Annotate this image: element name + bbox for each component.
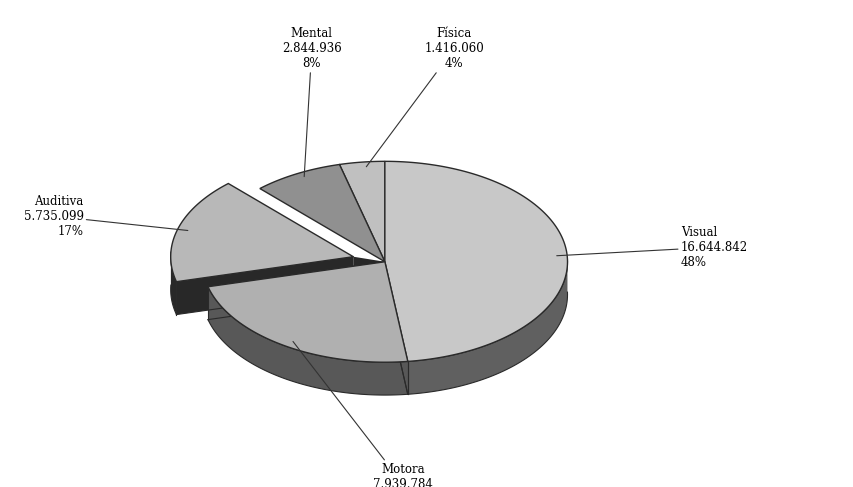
Polygon shape — [407, 259, 567, 394]
Polygon shape — [385, 161, 567, 361]
Polygon shape — [208, 262, 407, 362]
Polygon shape — [353, 257, 385, 295]
Text: Motora
7.939.784
23%: Motora 7.939.784 23% — [293, 341, 432, 487]
Polygon shape — [339, 161, 385, 262]
Polygon shape — [208, 287, 407, 395]
Text: Visual
16.644.842
48%: Visual 16.644.842 48% — [556, 225, 747, 269]
Polygon shape — [259, 165, 385, 262]
Polygon shape — [171, 184, 353, 281]
Polygon shape — [177, 257, 353, 315]
Polygon shape — [385, 262, 407, 394]
Polygon shape — [171, 252, 177, 315]
Text: Auditiva
5.735.099
17%: Auditiva 5.735.099 17% — [24, 195, 188, 238]
Polygon shape — [385, 262, 407, 394]
Text: Física
1.416.060
4%: Física 1.416.060 4% — [366, 27, 484, 167]
Polygon shape — [208, 262, 385, 319]
Text: Mental
2.844.936
8%: Mental 2.844.936 8% — [281, 27, 341, 177]
